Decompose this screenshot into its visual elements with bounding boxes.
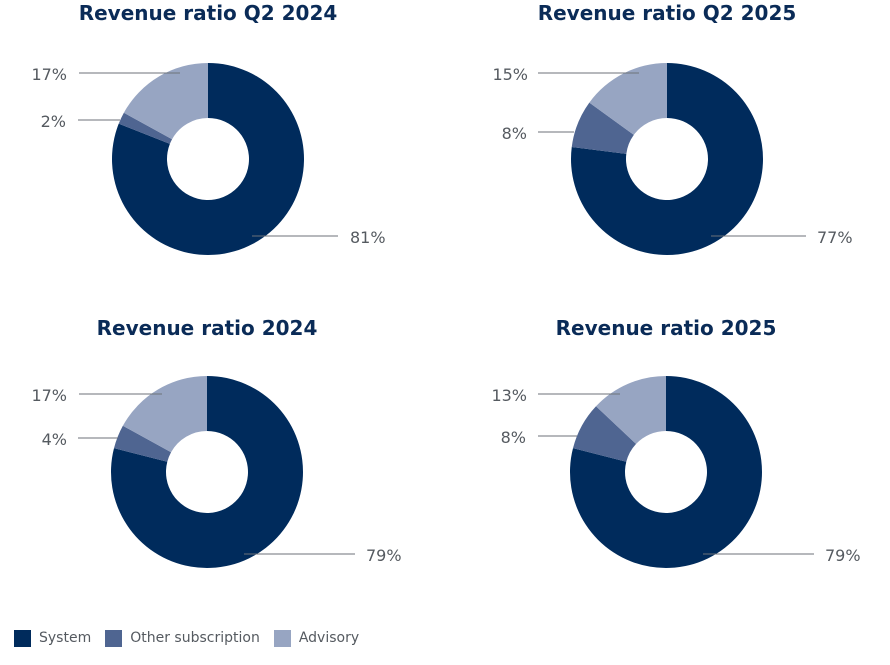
- data-label-other-subscription: 8%: [501, 428, 526, 447]
- legend-swatch-system: [14, 629, 31, 647]
- slice-system: [112, 63, 305, 255]
- donut-chart-3: Revenue ratio 2024 79% 4% 17%: [31, 316, 402, 568]
- chart-title: Revenue ratio 2025: [556, 316, 777, 340]
- slice-system: [571, 63, 763, 255]
- slice-system: [111, 376, 304, 568]
- data-label-system: 81%: [350, 228, 386, 247]
- legend-label-system: System: [39, 630, 92, 646]
- legend-item-system: System: [14, 629, 92, 647]
- slice-other-subscription: [118, 112, 173, 144]
- legend-item-other-subscription: Other subscription: [105, 629, 260, 647]
- slice-advisory: [596, 376, 666, 444]
- data-label-advisory: 17%: [31, 65, 67, 84]
- chart-legend: System Other subscription Advisory: [14, 628, 373, 648]
- donut-chart-2: Revenue ratio Q2 2025 77% 8% 15%: [492, 1, 853, 255]
- slice-advisory: [589, 63, 667, 135]
- legend-label-advisory: Advisory: [298, 630, 360, 646]
- data-label-other-subscription: 2%: [41, 112, 66, 131]
- donut-chart-4: Revenue ratio 2025 79% 8% 13%: [491, 316, 861, 568]
- legend-swatch-advisory: [273, 629, 291, 647]
- slice-system: [570, 376, 762, 568]
- data-label-advisory: 15%: [492, 65, 528, 84]
- slice-advisory: [122, 376, 207, 453]
- legend-item-advisory: Advisory: [273, 629, 360, 647]
- data-label-advisory: 13%: [491, 386, 527, 405]
- chart-title: Revenue ratio 2024: [97, 316, 318, 340]
- slice-other-subscription: [114, 425, 172, 462]
- data-label-system: 79%: [366, 546, 402, 565]
- slice-other-subscription: [571, 102, 634, 154]
- slice-advisory: [123, 63, 208, 140]
- data-label-advisory: 17%: [31, 386, 67, 405]
- donut-chart-1: Revenue ratio Q2 2024 81% 2% 17%: [31, 1, 386, 255]
- chart-title: Revenue ratio Q2 2024: [79, 1, 338, 25]
- chart-title: Revenue ratio Q2 2025: [538, 1, 797, 25]
- slice-other-subscription: [573, 406, 637, 462]
- data-label-system: 77%: [817, 228, 853, 247]
- legend-swatch-other-subscription: [105, 629, 123, 647]
- data-label-other-subscription: 4%: [42, 430, 67, 449]
- legend-label-other-subscription: Other subscription: [130, 630, 260, 646]
- data-label-system: 79%: [825, 546, 861, 565]
- data-label-other-subscription: 8%: [502, 124, 527, 143]
